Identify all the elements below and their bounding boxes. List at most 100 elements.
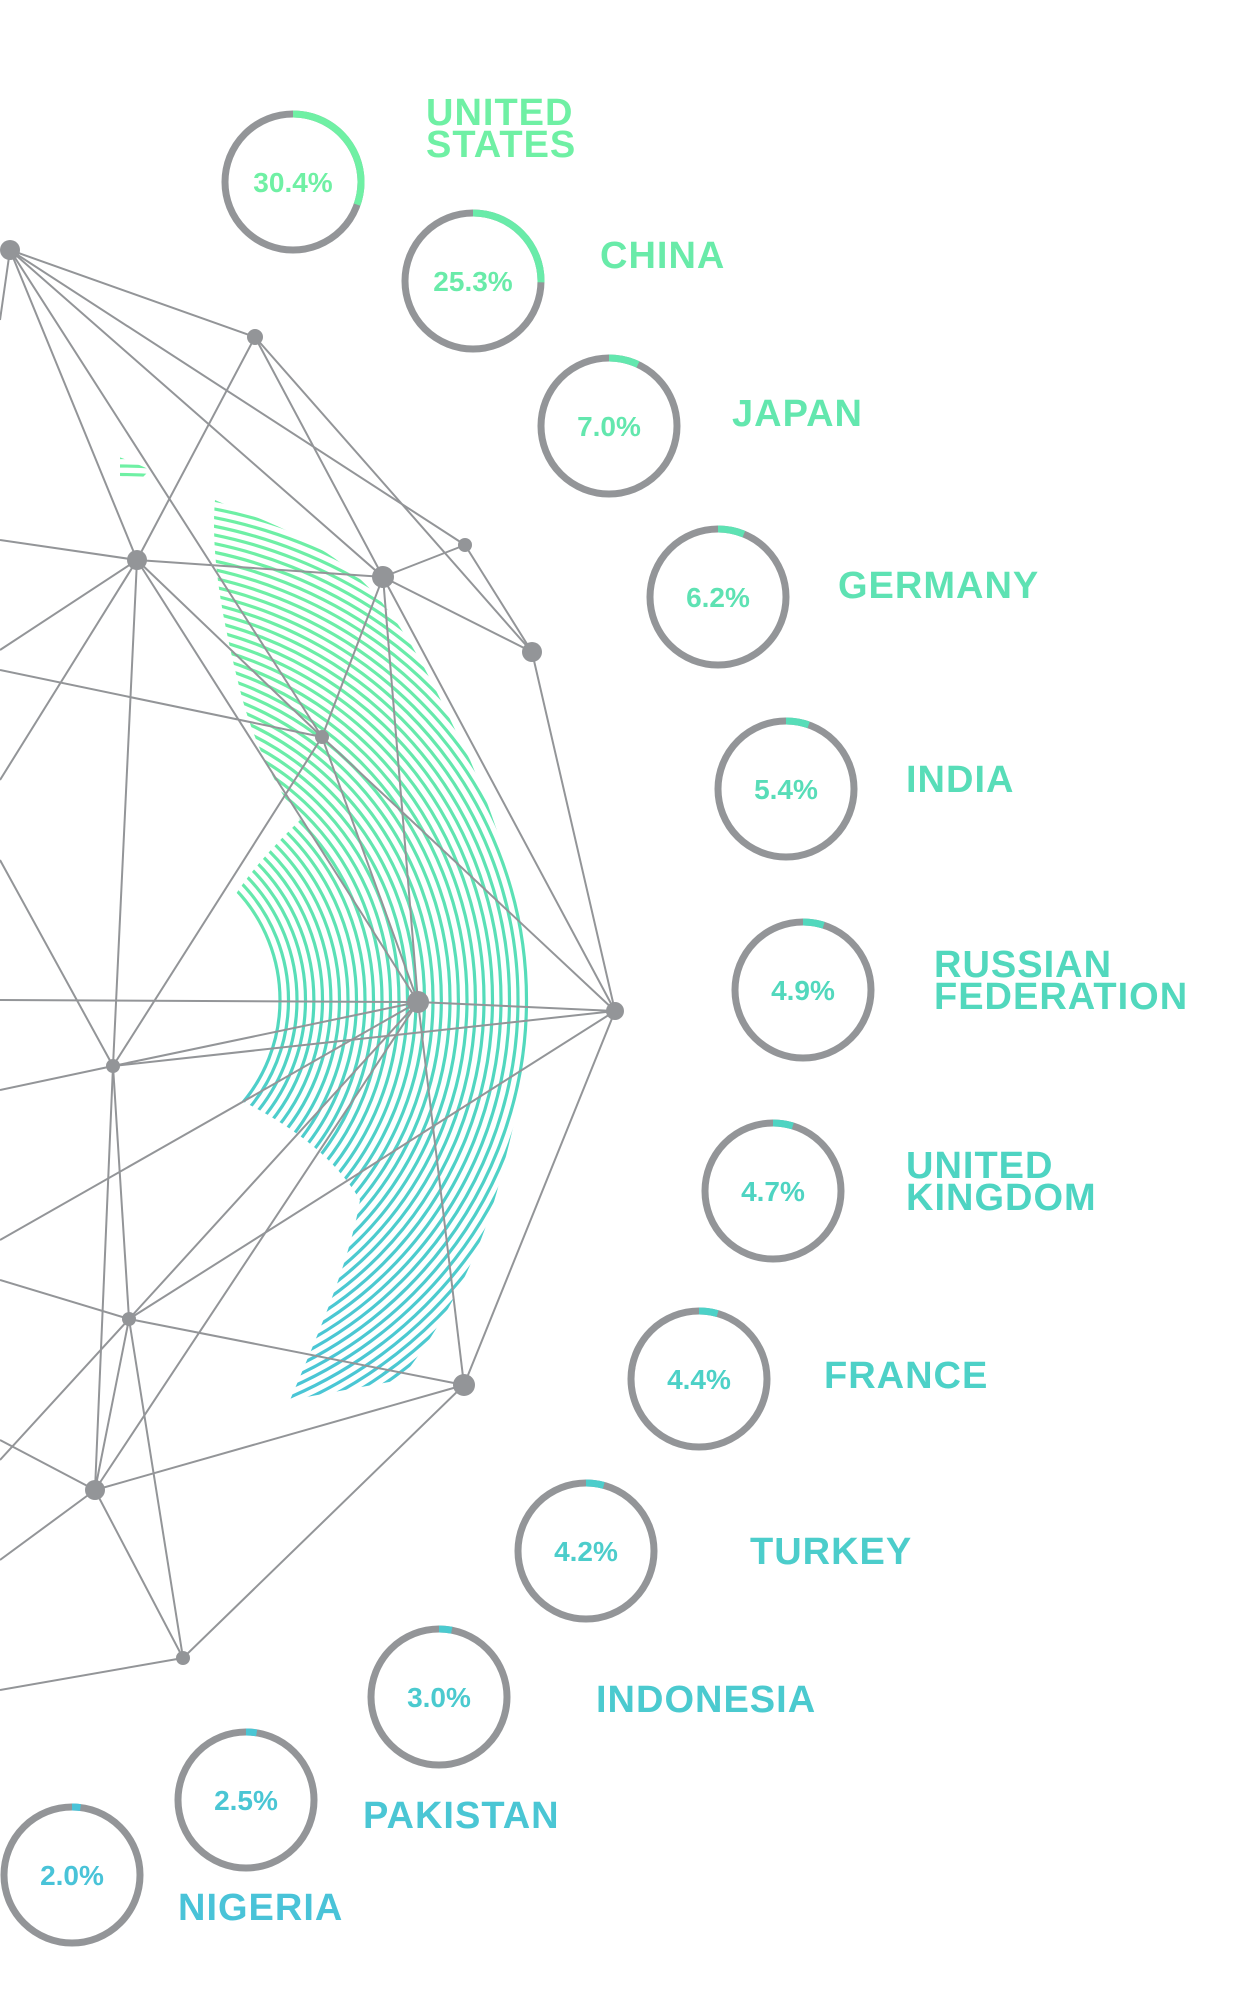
network-edge — [182, 1384, 465, 1659]
percentage-label: 7.0% — [577, 411, 641, 442]
country-label-line: INDONESIA — [596, 1679, 816, 1721]
network-edge — [0, 249, 11, 321]
network-node — [176, 1651, 190, 1665]
country-ring-group: 4.4% FRANCE — [627, 1307, 988, 1451]
ring-progress-arc — [785, 717, 810, 729]
percentage-label: 25.3% — [433, 266, 512, 297]
ring-progress-arc — [772, 1119, 794, 1130]
country-ring-group: 7.0% JAPAN — [537, 354, 863, 498]
country-ring-group: 2.0% NIGERIA — [0, 1803, 342, 1947]
country-label-line: FEDERATION — [934, 976, 1188, 1018]
network-edge — [94, 1489, 184, 1659]
percentage-label: 2.5% — [214, 1785, 278, 1816]
network-edge — [94, 1065, 114, 1491]
network-node — [453, 1374, 475, 1396]
network-node — [458, 538, 472, 552]
network-edge — [254, 336, 384, 578]
network-edge — [112, 1010, 616, 1067]
country-label-line: TURKEY — [750, 1531, 912, 1573]
ring-progress-arc — [802, 918, 825, 929]
ring-progress-arc — [608, 354, 640, 368]
country-label: JAPAN — [732, 393, 863, 435]
network-edge — [417, 1001, 465, 1386]
network-edge — [382, 576, 616, 1012]
country-label-line: UNITED — [906, 1145, 1053, 1187]
globe-stripe — [119, 591, 529, 1400]
country-ring-group: 6.2% GERMANY — [646, 525, 1039, 669]
ring-progress-arc — [472, 209, 545, 283]
network-edge — [0, 539, 138, 561]
percentage-label: 2.0% — [40, 1860, 104, 1891]
country-ring-group: 4.9% RUSSIAN FEDERATION — [731, 918, 1188, 1062]
network-edge — [0, 1657, 184, 1691]
country-label-line: INDIA — [906, 759, 1014, 801]
network-edge — [0, 999, 419, 1003]
country-label: UNITED KINGDOM — [906, 1145, 1097, 1219]
percentage-label: 4.9% — [771, 975, 835, 1006]
globe-stripe — [119, 583, 533, 1400]
network-edge — [9, 249, 256, 338]
country-ring-group: 3.0% INDONESIA — [367, 1625, 816, 1769]
country-label-line: STATES — [426, 124, 576, 166]
country-ring-group: 30.4% UNITED STATES — [221, 92, 576, 254]
network-edge — [94, 1384, 465, 1491]
network-edge — [0, 559, 138, 781]
country-label: TURKEY — [750, 1531, 912, 1573]
network-edge — [94, 1001, 419, 1491]
ring-progress-arc — [292, 110, 365, 206]
network-edge — [464, 544, 533, 653]
network-edge — [0, 1065, 114, 1091]
ring-progress-arc — [438, 1625, 453, 1634]
network-edge — [254, 336, 533, 653]
country-label: INDONESIA — [596, 1679, 816, 1721]
network-node — [407, 991, 429, 1013]
network-edge — [0, 1001, 419, 1241]
country-ring-group: 4.7% UNITED KINGDOM — [701, 1119, 1097, 1263]
country-label-line: RUSSIAN — [934, 944, 1112, 986]
network-edge — [9, 249, 384, 578]
network-edge — [0, 1489, 96, 1561]
country-ring-group: 2.5% PAKISTAN — [174, 1728, 559, 1872]
network-edge — [136, 336, 256, 561]
country-label: RUSSIAN FEDERATION — [934, 944, 1188, 1018]
network-edge — [136, 559, 323, 738]
ring-progress-arc — [585, 1479, 605, 1489]
network-edge — [128, 1318, 184, 1659]
network-node — [0, 240, 20, 260]
network-edge — [321, 736, 419, 1003]
percentage-label: 3.0% — [407, 1682, 471, 1713]
network-node — [315, 730, 329, 744]
country-label: GERMANY — [838, 565, 1039, 607]
globe-stripe — [119, 540, 533, 1400]
network-edge — [531, 651, 616, 1012]
country-label: UNITED STATES — [426, 92, 576, 166]
network-edge — [382, 576, 419, 1003]
network-mesh — [0, 240, 624, 1691]
network-edge — [112, 736, 323, 1067]
country-ring-group: 5.4% INDIA — [714, 717, 1014, 861]
network-edge — [463, 1010, 616, 1386]
globe-stripe — [119, 574, 533, 1400]
network-edge — [112, 559, 138, 1067]
network-node — [85, 1480, 105, 1500]
network-edge — [9, 249, 466, 546]
country-label-line: UNITED — [426, 92, 573, 134]
globe-stripe — [119, 557, 533, 1400]
country-ring-group: 25.3% CHINA — [401, 209, 724, 353]
country-label-line: KINGDOM — [906, 1177, 1097, 1219]
network-node — [247, 329, 263, 345]
network-edge — [0, 1279, 130, 1320]
network-edge — [0, 1318, 130, 1461]
network-edge — [0, 669, 323, 738]
network-node — [127, 550, 147, 570]
ring-progress-arc — [717, 525, 746, 538]
percentage-label: 4.4% — [667, 1364, 731, 1395]
network-edge — [128, 1001, 419, 1320]
country-label-line: FRANCE — [824, 1355, 988, 1397]
country-ring-group: 4.2% TURKEY — [514, 1479, 912, 1623]
country-label-line: JAPAN — [732, 393, 863, 435]
network-edge — [382, 576, 533, 653]
ring-progress-arc — [698, 1307, 719, 1317]
